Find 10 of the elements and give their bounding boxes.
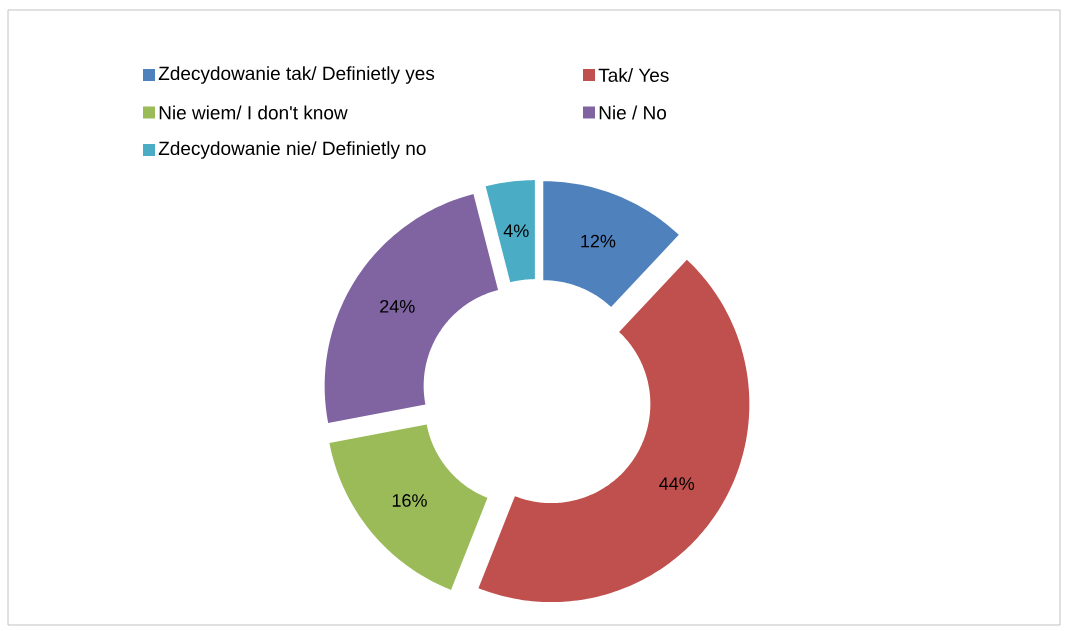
data-label: 24% <box>380 299 415 313</box>
data-label: 16% <box>392 494 427 507</box>
legend-label: Nie / No <box>599 105 667 120</box>
data-label: 12% <box>581 234 616 248</box>
legend-label: Tak/ Yes <box>598 68 669 82</box>
legend-label: Zdecydowanie nie/ Definietly no <box>158 141 426 159</box>
legend-label: Zdecydowanie tak/ Definietly yes <box>158 66 435 84</box>
data-label: 44% <box>659 477 695 490</box>
legend-label: Nie wiem/ I don't know <box>159 105 348 120</box>
data-label: 4% <box>503 224 529 238</box>
